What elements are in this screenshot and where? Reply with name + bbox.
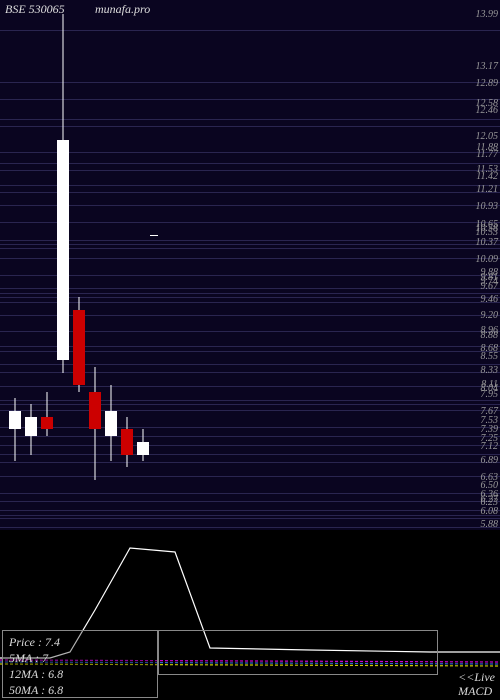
price-chart-panel: BSE 530065 munafa.pro 13.9913.1712.8912.… — [0, 0, 500, 530]
macd-panel: Price : 7.4 5MA : 7 12MA : 6.8 50MA : 6.… — [0, 530, 500, 700]
source-label: munafa.pro — [95, 2, 150, 17]
current-price-tick — [150, 235, 158, 236]
live-text: <<Live — [458, 670, 495, 684]
price-info-box: Price : 7.4 5MA : 7 12MA : 6.8 50MA : 6.… — [2, 630, 158, 698]
ma12-value: 12MA : 6.8 — [9, 666, 151, 682]
exchange-label: BSE 530065 — [5, 2, 65, 17]
ma50-value: 50MA : 6.8 — [9, 682, 151, 698]
price-value: Price : 7.4 — [9, 634, 151, 650]
ma5-value: 5MA : 7 — [9, 650, 151, 666]
macd-text: MACD — [458, 684, 495, 698]
live-indicator-box — [158, 630, 438, 675]
candlestick-series — [0, 0, 500, 530]
live-macd-label: <<Live MACD — [458, 670, 495, 698]
chart-container: BSE 530065 munafa.pro 13.9913.1712.8912.… — [0, 0, 500, 700]
price-axis: 13.9913.1712.8912.5812.4612.0511.7711.88… — [458, 0, 498, 530]
